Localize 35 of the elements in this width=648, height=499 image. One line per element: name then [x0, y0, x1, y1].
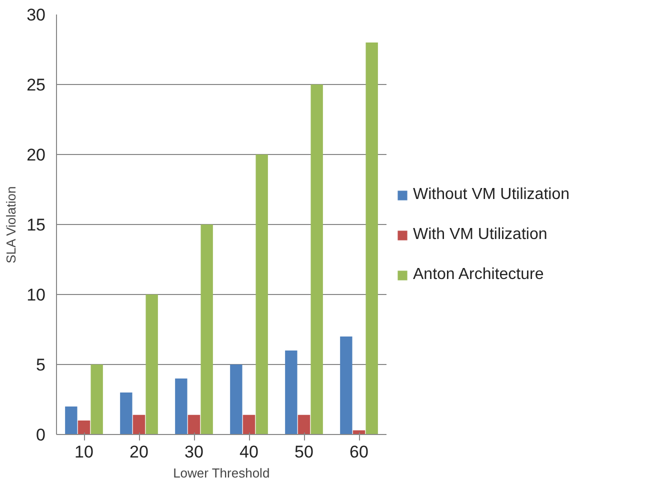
bar [78, 420, 90, 434]
x-tick-label: 30 [184, 442, 204, 462]
y-tick-label: 10 [26, 286, 46, 304]
bar [298, 414, 310, 434]
y-tick-label: 25 [26, 76, 46, 94]
bar [230, 364, 242, 434]
x-tick-label: 50 [294, 442, 314, 462]
bar [65, 406, 78, 434]
y-tick-label: 5 [36, 356, 46, 374]
bar [366, 42, 378, 434]
bar [146, 294, 158, 434]
y-tick-label: 0 [36, 426, 46, 444]
x-tick-label: 20 [130, 442, 148, 462]
x-tick-label: 60 [350, 442, 368, 462]
legend-label: Anton Architecture [413, 266, 544, 284]
x-tick-label: 10 [74, 442, 94, 462]
y-tick-label: 20 [26, 146, 46, 164]
bar [310, 84, 323, 434]
y-axis-title: SLA Violation [4, 186, 19, 264]
y-tick-label: 15 [26, 216, 46, 234]
x-axis-title: Lower Threshold [173, 466, 270, 480]
x-tick-label: 40 [240, 442, 258, 462]
bar [175, 378, 188, 434]
bar [285, 350, 298, 434]
bar [256, 154, 268, 434]
bar [242, 414, 256, 434]
bar [200, 224, 213, 434]
bar [90, 364, 103, 434]
bar [120, 392, 132, 434]
y-tick-label: 30 [26, 6, 46, 24]
bar [188, 414, 200, 434]
bar [132, 414, 146, 434]
legend-label: Without VM Utilization [413, 186, 570, 204]
legend-label: With VM Utilization [413, 226, 548, 244]
bar [340, 336, 352, 434]
